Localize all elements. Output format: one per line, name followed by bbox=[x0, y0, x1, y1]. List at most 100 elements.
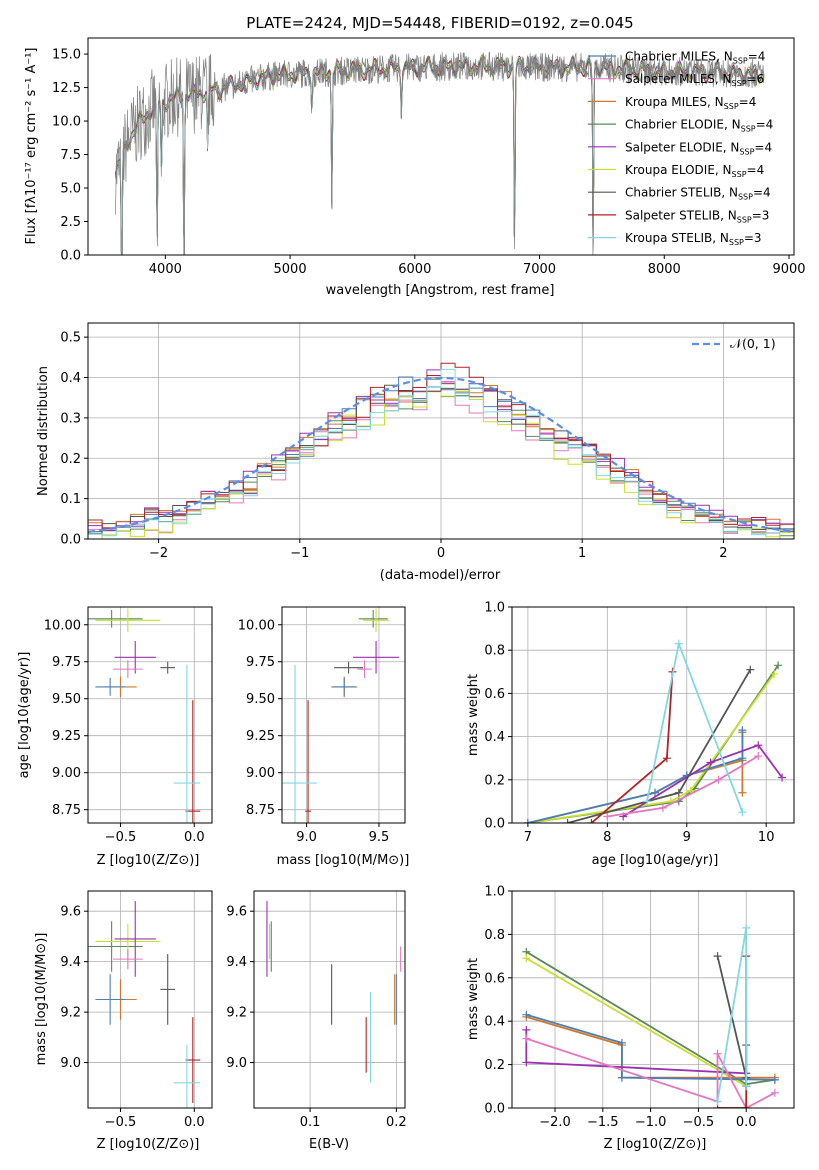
x-tick-label: 1 bbox=[578, 546, 586, 561]
x-tick-label: 2 bbox=[719, 546, 727, 561]
mass-weight-age-ylabel: mass weight bbox=[466, 674, 481, 756]
x-tick-label: −0.5 bbox=[105, 1115, 137, 1130]
x-tick-label: −2 bbox=[149, 546, 168, 561]
legend-entry-suffix: =3 bbox=[752, 208, 770, 222]
plot-area bbox=[115, 51, 765, 255]
legend-entry-prefix: Chabrier STELIB, N bbox=[625, 186, 738, 200]
x-tick-label: 9.5 bbox=[369, 830, 390, 845]
mass-z-ylabel: mass [log10(M/M⊙)] bbox=[34, 933, 49, 1066]
x-tick-label: −2.0 bbox=[539, 1115, 571, 1130]
y-tick-label: 9.00 bbox=[246, 766, 275, 781]
legend-entry: Salpeter MILES, NSSP=6 bbox=[625, 72, 764, 88]
mass-ebv-xlabel: E(B-V) bbox=[309, 1137, 349, 1152]
y-tick-label: 8.75 bbox=[246, 803, 275, 818]
mass-weight-line bbox=[527, 673, 775, 823]
mass-weight-z-ylabel: mass weight bbox=[466, 958, 481, 1040]
y-tick-label: 0.5 bbox=[60, 331, 81, 346]
point-marker bbox=[742, 923, 751, 932]
legend-entry-prefix: Kroupa MILES, N bbox=[625, 95, 724, 109]
plot-area bbox=[88, 608, 201, 823]
y-tick-label: 9.4 bbox=[60, 955, 81, 970]
y-tick-label: 9.00 bbox=[52, 766, 81, 781]
point-marker bbox=[617, 1038, 626, 1047]
point-marker bbox=[713, 1097, 722, 1106]
y-tick-label: 0.3 bbox=[60, 411, 81, 426]
spectrum-panel: PLATE=2424, MJD=54448, FIBERID=0192, z=0… bbox=[24, 14, 806, 298]
point-marker bbox=[674, 788, 683, 797]
y-tick-label: 0.4 bbox=[60, 371, 81, 386]
x-tick-label: −0.5 bbox=[105, 830, 137, 845]
age-vs-mass-panel: 9.0 9.5 8.75 9.00 9.25 9.50 9.75 10.00 mass [lo… bbox=[238, 606, 409, 868]
legend-entry: Salpeter STELIB, NSSP=3 bbox=[625, 208, 769, 224]
y-tick-label: 0.8 bbox=[484, 928, 505, 943]
histogram-plot: −2 −1 0 1 2 0.0 0.1 0.2 0.3 0.4 0.5 𝒩(0, 1) bbox=[60, 322, 795, 561]
y-tick-label: 7.5 bbox=[60, 148, 81, 163]
y-tick-label: 9.6 bbox=[60, 905, 81, 920]
y-tick-label: 0.8 bbox=[484, 644, 505, 659]
mass-weight-age-plot: 7 8 9 10 0.0 0.2 0.4 0.6 0.8 1.0 bbox=[484, 601, 795, 845]
axes-frame bbox=[87, 606, 213, 824]
y-tick-label: 9.0 bbox=[60, 1056, 81, 1071]
chart-title: PLATE=2424, MJD=54448, FIBERID=0192, z=0… bbox=[246, 14, 633, 32]
histogram-xlabel: (data-model)/error bbox=[380, 568, 501, 583]
y-tick-label: 9.50 bbox=[52, 692, 81, 707]
axes-frame bbox=[87, 37, 795, 256]
y-tick-label: 0.0 bbox=[484, 817, 505, 832]
y-tick-label: 0.4 bbox=[484, 1015, 505, 1030]
point-marker bbox=[650, 788, 659, 797]
point-marker bbox=[738, 754, 747, 763]
legend-entry-prefix: Kroupa STELIB, N bbox=[625, 231, 729, 245]
y-tick-label: 0.2 bbox=[484, 1058, 505, 1073]
mass-z-xlabel: Z [log10(Z/Z⊙)] bbox=[97, 1137, 200, 1152]
point-marker bbox=[713, 952, 722, 961]
y-tick-label: 5.0 bbox=[60, 182, 81, 197]
point-marker bbox=[522, 1034, 531, 1043]
residual-histogram-panel: −2 −1 0 1 2 0.0 0.1 0.2 0.3 0.4 0.5 𝒩(0, 1) (data-m… bbox=[36, 322, 795, 583]
legend-entry-sub: SSP bbox=[737, 215, 752, 224]
legend-entry-sub: SSP bbox=[741, 125, 756, 134]
legend-entry-prefix: Chabrier ELODIE, N bbox=[625, 118, 741, 132]
point-marker bbox=[523, 819, 532, 823]
legend-entry-suffix: =3 bbox=[744, 231, 762, 245]
legend-entry: Kroupa MILES, NSSP=4 bbox=[625, 95, 756, 111]
point-marker bbox=[522, 1058, 531, 1067]
y-tick-label: 0.4 bbox=[484, 730, 505, 745]
y-tick-label: 10.00 bbox=[44, 618, 81, 633]
y-tick-label: 0.0 bbox=[484, 1102, 505, 1117]
y-tick-label: 9.2 bbox=[60, 1006, 81, 1021]
legend-entry-prefix: Chabrier MILES, N bbox=[625, 50, 733, 64]
point-marker bbox=[742, 1104, 751, 1108]
axes-frame bbox=[87, 890, 213, 1109]
point-marker bbox=[738, 808, 747, 817]
y-tick-label: 0.0 bbox=[60, 533, 81, 548]
point-marker bbox=[658, 803, 667, 812]
x-tick-label: 7 bbox=[524, 830, 532, 845]
y-tick-label: 9.75 bbox=[246, 655, 275, 670]
y-tick-label: 0.0 bbox=[60, 249, 81, 264]
legend-entry-suffix: =4 bbox=[748, 50, 766, 64]
mass-weight-line bbox=[622, 744, 783, 818]
plot-area bbox=[88, 362, 794, 539]
y-tick-label: 0.6 bbox=[484, 687, 505, 702]
legend-entry-prefix: Kroupa ELODIE, N bbox=[625, 163, 732, 177]
mass-weight-z-xlabel: Z [log10(Z/Z⊙)] bbox=[604, 1137, 707, 1152]
mass-weight-vs-z-panel: −2.0 −1.5 −1.0 −0.5 0.0 0.0 0.2 0.4 0.6 0.8 1.0 Z … bbox=[466, 885, 795, 1152]
legend-entry-sub: SSP bbox=[733, 57, 748, 66]
x-tick-label: 8 bbox=[603, 830, 611, 845]
legend-entry: Chabrier ELODIE, NSSP=4 bbox=[625, 118, 773, 134]
x-tick-label: 8000 bbox=[648, 262, 681, 277]
plot-area bbox=[282, 608, 400, 823]
point-marker bbox=[770, 1088, 779, 1097]
x-tick-label: 6000 bbox=[398, 262, 431, 277]
point-marker bbox=[738, 788, 747, 797]
point-marker bbox=[774, 661, 783, 670]
mass-vs-ebv-panel: 0.1 0.2 9.0 9.2 9.4 9.6 E(B-V) bbox=[226, 890, 407, 1152]
y-tick-label: 0.6 bbox=[484, 971, 505, 986]
y-tick-label: 0.2 bbox=[484, 773, 505, 788]
point-marker bbox=[643, 797, 652, 806]
legend-entry-sub: SSP bbox=[724, 102, 739, 111]
mass-weight-line bbox=[717, 956, 748, 1108]
legend-entry-sub: SSP bbox=[732, 79, 747, 88]
point-marker bbox=[587, 819, 596, 823]
